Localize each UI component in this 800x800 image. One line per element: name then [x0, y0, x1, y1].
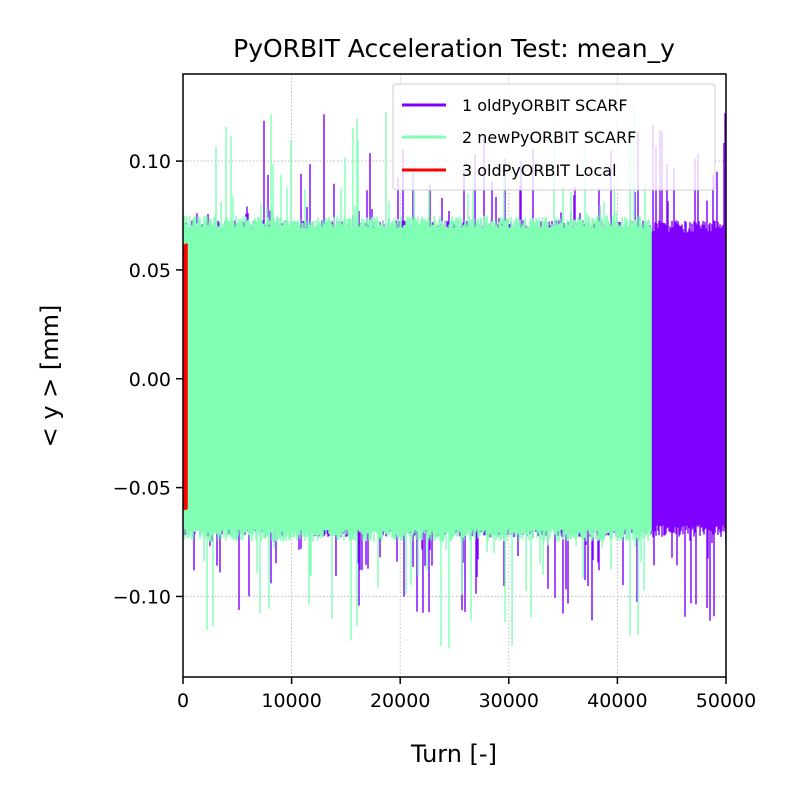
- y-tick-label: 0.05: [129, 260, 171, 282]
- y-tick-label: 0.00: [129, 369, 171, 391]
- legend-label-1: 1 oldPyORBIT SCARF: [462, 96, 628, 115]
- x-tick-label: 30000: [479, 690, 539, 712]
- legend-label-2: 2 newPyORBIT SCARF: [462, 128, 636, 147]
- x-tick-label: 50000: [696, 690, 756, 712]
- x-tick-label: 0: [177, 690, 189, 712]
- y-axis-title: < y > [mm]: [36, 305, 64, 448]
- legend-box: [392, 83, 716, 191]
- series-layer: [183, 104, 726, 649]
- plot-frame: [182, 73, 727, 678]
- series-line-3: [183, 243, 188, 510]
- x-axis-title: Turn [-]: [410, 740, 497, 768]
- axis-ticks: 0 10000 20000 30000 40000 50000 −0.10 −0.05 0.00…: [113, 151, 756, 712]
- y-tick-label: −0.10: [113, 586, 171, 608]
- y-tick-label: 0.10: [129, 151, 171, 173]
- legend-label-3: 3 oldPyORBIT Local: [462, 161, 617, 180]
- y-tick-label: −0.05: [113, 478, 171, 500]
- x-tick-label: 20000: [370, 690, 430, 712]
- legend: 1 oldPyORBIT SCARF 2 newPyORBIT SCARF 3 …: [392, 83, 716, 191]
- series-line-2: [183, 104, 652, 649]
- x-tick-label: 40000: [587, 690, 647, 712]
- chart-title: PyORBIT Acceleration Test: mean_y: [233, 34, 675, 63]
- x-tick-label: 10000: [261, 690, 321, 712]
